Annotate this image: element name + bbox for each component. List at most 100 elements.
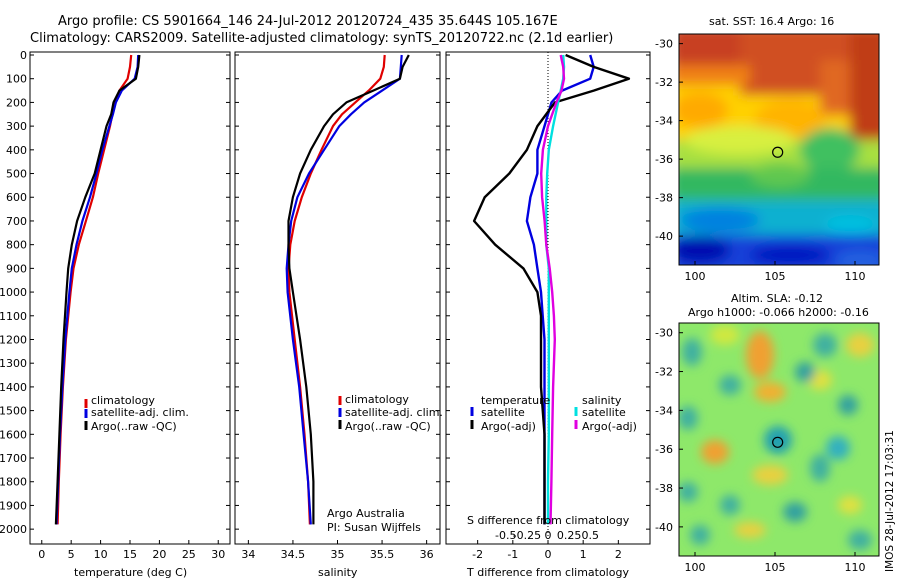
legend-label-satellite: satellite-adj. clim. <box>345 406 443 419</box>
argo-position-marker <box>772 436 784 448</box>
sst-map-frame <box>678 33 880 266</box>
y-tick-label: 0 <box>20 49 27 62</box>
x-tick-label: 105 <box>765 561 786 574</box>
y-tick-label: 1300 <box>0 357 27 370</box>
y-tick-label: 1500 <box>0 405 27 418</box>
legend-label-temp-argo: Argo(-adj) <box>481 420 536 433</box>
x-tick-label: 20 <box>152 548 166 561</box>
x-tick-label: -1 <box>507 548 518 561</box>
y-tick-label: 400 <box>6 144 27 157</box>
y-tick-label: -32 <box>655 366 673 379</box>
y-tick-label: 1900 <box>0 499 27 512</box>
x-tick-label: 34.5 <box>281 548 306 561</box>
y-tick-label: 600 <box>6 191 27 204</box>
y-tick-label: -32 <box>655 76 673 89</box>
sla-heatmap <box>679 323 879 556</box>
x-tick-label: 110 <box>845 270 866 283</box>
legend-label-sal-satellite: satellite <box>582 406 626 419</box>
sla-map-title: Altim. SLA: -0.12 <box>731 292 823 305</box>
y-tick-label: 1400 <box>0 381 27 394</box>
y-tick-label: -34 <box>655 404 673 417</box>
y-tick-label: 1600 <box>0 428 27 441</box>
x-tick-label: 110 <box>845 561 866 574</box>
x-tick-label-salinity: 0 <box>545 529 552 542</box>
temperature-legend: climatology satellite-adj. clim. Argo(..… <box>84 394 189 433</box>
y-tick-label: -38 <box>655 482 673 495</box>
annotation-pi: PI: Susan Wijffels <box>327 521 421 534</box>
argo-position-marker <box>772 146 784 158</box>
legend-label-temp-satellite: satellite <box>481 406 525 419</box>
figure-title-line1: Argo profile: CS 5901664_146 24-Jul-2012… <box>58 14 558 29</box>
annotation-institution: Argo Australia <box>327 507 405 520</box>
y-tick-label: -36 <box>655 443 673 456</box>
figure-title-line2: Climatology: CARS2009. Satellite-adjuste… <box>30 31 613 46</box>
series-line-argo <box>472 53 631 525</box>
y-tick-label: 1800 <box>0 476 27 489</box>
legend-label-argo: Argo(..raw -QC) <box>345 420 431 433</box>
x-tick-label: 100 <box>685 270 706 283</box>
salinity-xlabel: salinity <box>318 566 358 579</box>
x-tick-label-salinity: -0.5 <box>495 529 516 542</box>
x-tick-label: 36 <box>420 548 434 561</box>
sla-map-frame <box>678 322 880 557</box>
legend-label-sal-argo: Argo(-adj) <box>582 420 637 433</box>
legend-label-argo: Argo(..raw -QC) <box>91 420 177 433</box>
difference-plot: -2 -1 0 1 2 -0.5-0.25 0 0.25 0.5 <box>446 52 650 561</box>
difference-legend: temperature salinity satellite Argo(-adj… <box>470 394 637 433</box>
y-tick-label: 800 <box>6 239 27 252</box>
x-tick-label: 2 <box>615 548 622 561</box>
y-tick-label: -36 <box>655 153 673 166</box>
timestamp-stamp: IMOS 28-Jul-2012 17:03:31 <box>884 430 896 572</box>
series-line-satellite <box>285 54 403 525</box>
series-line-argo <box>54 54 141 525</box>
y-tick-label: 1000 <box>0 286 27 299</box>
x-tick-label: 1 <box>580 548 587 561</box>
series-line-argo <box>287 54 410 525</box>
x-tick-label: 25 <box>182 548 196 561</box>
x-tick-label-salinity: 0.25 <box>557 529 582 542</box>
y-tick-label: 200 <box>6 96 27 109</box>
y-tick-label: -38 <box>655 192 673 205</box>
y-tick-label: -40 <box>655 230 673 243</box>
salinity-plot: 34 34.5 35 35.5 36 <box>235 54 440 561</box>
x-tick-label: 0 <box>38 548 45 561</box>
y-tick-label: 900 <box>6 262 27 275</box>
x-tick-label: 35 <box>331 548 345 561</box>
x-tick-label: 105 <box>765 270 786 283</box>
sst-heatmap <box>679 34 879 265</box>
legend-label-satellite: satellite-adj. clim. <box>91 406 189 419</box>
y-tick-label: 100 <box>6 73 27 86</box>
y-tick-label: -30 <box>655 327 673 340</box>
y-tick-label: 2000 <box>0 523 27 536</box>
x-tick-label: 100 <box>685 561 706 574</box>
legend-title-salinity: salinity <box>582 394 622 407</box>
y-tick-label: 1700 <box>0 452 27 465</box>
salinity-panel-frame <box>234 51 441 545</box>
y-tick-label: -30 <box>655 38 673 51</box>
legend-label-climatology: climatology <box>91 394 155 407</box>
series-line-argo_sal <box>540 54 566 525</box>
y-tick-label: 300 <box>6 120 27 133</box>
y-tick-label: 1100 <box>0 310 27 323</box>
x-tick-label: 10 <box>94 548 108 561</box>
sla-map-axes: 100 105 110 -30 -32 -34 -36 -38 -40 <box>655 327 865 574</box>
y-tick-label: 1200 <box>0 333 27 346</box>
y-tick-label: -40 <box>655 521 673 534</box>
legend-label-climatology: climatology <box>345 393 409 406</box>
y-tick-label: 700 <box>6 215 27 228</box>
x-tick-label: 0 <box>545 548 552 561</box>
sst-map-axes: 100 105 110 -30 -32 -34 -36 -38 -40 <box>655 38 865 283</box>
x-tick-label: 15 <box>123 548 137 561</box>
x-tick-label: 5 <box>68 548 75 561</box>
series-line-satellite <box>55 54 140 525</box>
x-tick-label: 34 <box>241 548 255 561</box>
x-tick-label: -2 <box>472 548 483 561</box>
y-tick-label: 500 <box>6 168 27 181</box>
sla-map-subtitle: Argo h1000: -0.066 h2000: -0.16 <box>688 306 869 319</box>
temperature-xlabel: temperature (deg C) <box>74 566 187 579</box>
difference-xlabel-salinity: S difference from climatology <box>467 514 630 527</box>
x-tick-label: 35.5 <box>370 548 395 561</box>
series-line-climatology <box>287 54 386 525</box>
salinity-legend: climatology satellite-adj. clim. Argo(..… <box>338 393 443 433</box>
